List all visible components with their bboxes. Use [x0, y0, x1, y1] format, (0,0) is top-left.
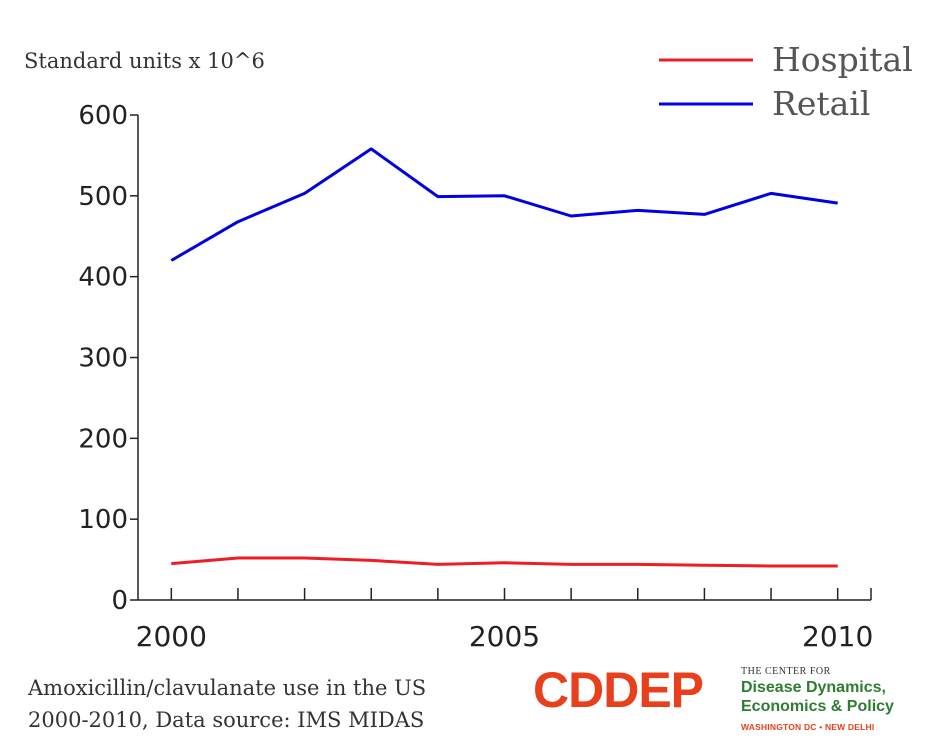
chart-legend: Hospital Retail [659, 40, 913, 123]
series-lines [170, 147, 838, 568]
chart-axes [130, 114, 872, 601]
y-axis-label: Standard units x 10^6 [24, 49, 265, 73]
caption-line-2: 2000-2010, Data source: IMS MIDAS [28, 708, 425, 732]
series-line-hospital [171, 556, 838, 568]
legend-label-retail: Retail [772, 84, 870, 123]
y-tick-label: 400 [78, 263, 128, 293]
x-tick-label: 2010 [802, 620, 873, 653]
tick-labels: 0 100 200 300 400 500 600 2000 2005 2010 [78, 101, 873, 653]
chart-caption: Amoxicillin/clavulanate use in the US 20… [28, 672, 426, 736]
y-tick-label: 500 [78, 182, 128, 212]
x-tick-label: 2000 [136, 620, 207, 653]
logo-cities: WASHINGTON DC • NEW DELHI [741, 722, 875, 732]
logo-name-line-2: Economics & Policy [741, 698, 894, 715]
line-chart: 0 100 200 300 400 500 600 2000 2005 2010 Hospital… [24, 40, 913, 653]
y-tick-label: 100 [78, 505, 128, 535]
legend-label-hospital: Hospital [772, 40, 913, 79]
series-line-retail [170, 147, 838, 262]
logo-name-line-1: Disease Dynamics, [741, 679, 886, 696]
y-tick-label: 600 [78, 101, 128, 131]
caption-line-1: Amoxicillin/clavulanate use in the US [28, 676, 427, 700]
logo-name: Disease Dynamics, Economics & Policy [741, 678, 894, 716]
x-tick-label: 2005 [469, 620, 540, 653]
logo-mark: CDDEP [533, 662, 704, 718]
y-tick-label: 200 [78, 424, 128, 454]
y-tick-label: 300 [78, 344, 128, 374]
logo-small-text: THE CENTER FOR [741, 666, 831, 677]
cddep-logo: CDDEP THE CENTER FOR Disease Dynamics, E… [533, 662, 918, 746]
y-tick-label: 0 [111, 586, 128, 616]
